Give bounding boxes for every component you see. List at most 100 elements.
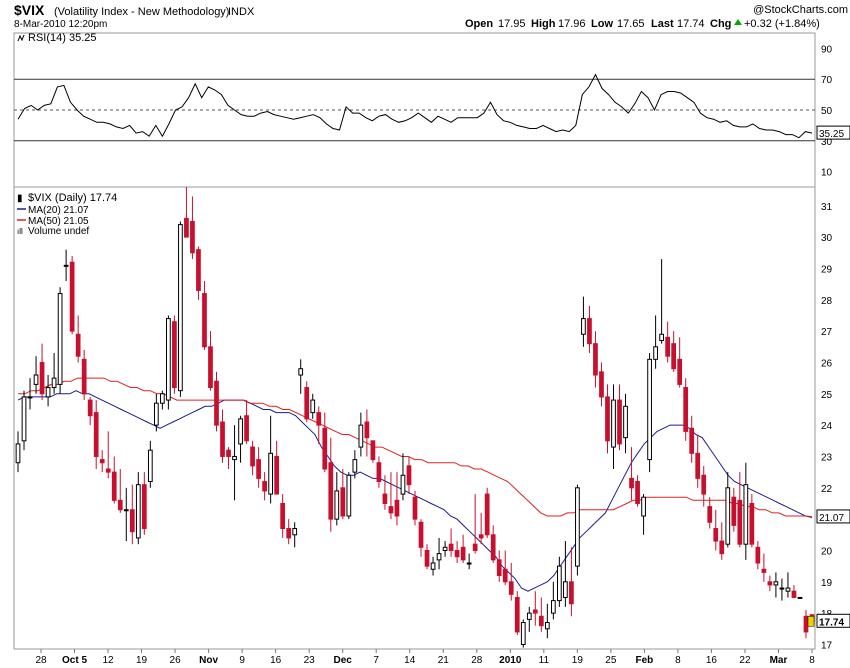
candle-body	[472, 543, 478, 551]
candle	[502, 550, 508, 585]
candle	[460, 534, 466, 563]
candle	[641, 494, 646, 535]
candle	[99, 450, 105, 473]
candle-body	[57, 293, 63, 385]
candle-body	[346, 474, 352, 517]
candle	[448, 528, 454, 557]
candle	[635, 475, 640, 507]
candle	[514, 591, 520, 636]
candle-body	[418, 521, 424, 548]
candle	[737, 472, 743, 548]
quote-bar: Open 17.95 High 17.96 Low 17.65 Last 17.…	[465, 18, 820, 30]
x-axis-tick-label: 19	[136, 655, 148, 666]
candle	[496, 550, 502, 582]
candle-body	[448, 543, 454, 551]
candle	[520, 619, 526, 648]
candle-body	[238, 418, 243, 445]
candlesticks	[15, 187, 815, 648]
candle-body	[123, 509, 129, 512]
candle-body	[803, 615, 809, 633]
candle	[544, 603, 550, 639]
candle	[454, 541, 460, 563]
copyright[interactable]: @StockCharts.com	[753, 4, 848, 16]
candle-body	[683, 387, 689, 432]
x-axis-tick-label: Mar	[770, 655, 788, 666]
candle-body	[166, 318, 171, 401]
candle-body	[286, 528, 292, 539]
candle	[659, 259, 664, 344]
candle	[593, 331, 598, 388]
rsi-gridlines	[14, 78, 815, 142]
quote-high-value: 17.96	[558, 18, 586, 30]
price-y-tick-label: 25	[821, 390, 833, 401]
candle-body	[370, 440, 376, 461]
legend-ma20: MA(20) 21.07	[28, 205, 89, 216]
candle-body	[641, 496, 646, 517]
quote-open-value: 17.95	[498, 18, 526, 30]
candle	[322, 412, 328, 473]
candle	[352, 450, 358, 479]
price-last-value-text: 21.07	[819, 513, 844, 524]
candle	[208, 331, 213, 391]
candle-body	[599, 371, 604, 398]
candle-body	[478, 534, 484, 539]
candle	[689, 415, 695, 463]
candle	[117, 469, 123, 513]
candle	[575, 484, 580, 576]
candle	[364, 409, 370, 457]
candle-body	[785, 587, 791, 592]
x-axis-tick-label: Feb	[636, 655, 654, 666]
candle	[617, 384, 622, 451]
candle	[184, 187, 189, 238]
x-axis-tick-label: 28	[471, 655, 483, 666]
candle-body	[87, 399, 93, 417]
candle	[75, 315, 81, 363]
x-axis-tick-label: 16	[706, 655, 718, 666]
candle-body	[695, 452, 701, 479]
price-y-tick-label: 22	[821, 484, 833, 495]
quote-chg-value: +0.32 (+1.84%)	[744, 18, 820, 30]
candle-body	[719, 540, 725, 555]
quote-last-value: 17.74	[677, 18, 705, 30]
up-arrow-icon	[734, 19, 742, 25]
candle	[238, 415, 243, 463]
candle-body	[635, 481, 640, 504]
candle-body	[767, 581, 773, 586]
candle	[394, 472, 400, 526]
candle-body	[93, 412, 99, 457]
candle	[250, 440, 255, 476]
price-last-value-box	[816, 613, 850, 628]
rsi-legend: RSI(14) 35.25	[17, 32, 96, 44]
candle	[280, 494, 286, 538]
candle-body	[520, 622, 526, 645]
candle-body	[707, 506, 713, 523]
quote-low-value: 17.65	[617, 18, 645, 30]
x-axis-tick-label: 25	[605, 655, 617, 666]
price-panel-frame	[13, 186, 816, 650]
price-last-value-text: 17.74	[819, 617, 844, 628]
candle	[412, 490, 418, 526]
candle-body	[412, 496, 418, 520]
chart-symbol: $VIX	[14, 2, 45, 18]
candle	[550, 581, 556, 620]
candle	[665, 321, 671, 363]
candle-body	[538, 615, 544, 627]
candle	[418, 519, 424, 557]
candle	[159, 390, 165, 410]
candle-body	[226, 449, 231, 457]
rsi-panel: 10 30 50 70 90 RSI(14) 35.25 35.25	[13, 32, 850, 188]
rsi-title: RSI(14) 35.25	[28, 32, 96, 44]
candle-body	[575, 487, 580, 567]
candle	[57, 287, 63, 394]
x-axis-tick-label: Oct 5	[62, 655, 87, 666]
candle	[563, 541, 568, 607]
candle-body	[677, 358, 683, 385]
x-axis-tick-label: 8	[675, 655, 681, 666]
candle-body	[244, 415, 249, 442]
candle	[63, 249, 69, 281]
candle	[286, 519, 292, 545]
candle	[135, 472, 141, 545]
candle	[779, 578, 785, 601]
candle	[147, 440, 153, 488]
candle-body	[376, 462, 382, 483]
